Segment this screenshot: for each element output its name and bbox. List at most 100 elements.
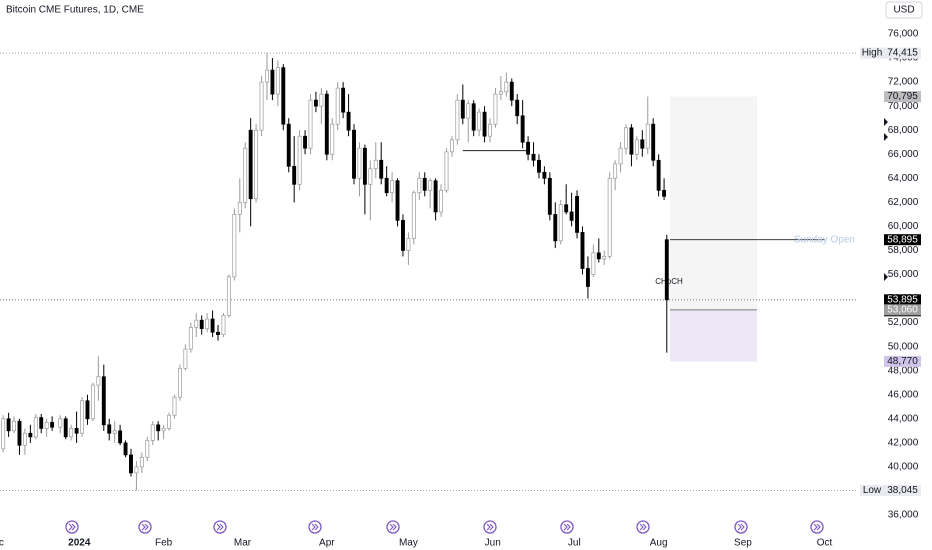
candle-body — [482, 111, 487, 137]
candle-body — [259, 81, 264, 131]
x-tick-label: May — [399, 538, 418, 549]
candle-body — [569, 211, 574, 221]
price-label-name-bg — [860, 484, 884, 496]
candle-body — [243, 147, 248, 203]
candle-body — [134, 466, 139, 474]
x-tick-label: Feb — [155, 538, 173, 549]
event-icon-arrow — [389, 523, 397, 531]
candle-body — [488, 123, 492, 137]
candle-body — [368, 168, 373, 185]
event-icon-arrow — [68, 523, 76, 531]
candle-body — [172, 396, 177, 416]
y-tick-label: 64,000 — [888, 173, 919, 184]
candle-body — [177, 367, 182, 398]
candle-body — [303, 135, 308, 149]
y-tick-label: 48,000 — [888, 365, 919, 376]
candle-body — [265, 69, 269, 83]
range-box — [670, 96, 757, 310]
candle-body — [575, 195, 579, 233]
candle-body — [199, 319, 204, 329]
candle-body — [498, 91, 503, 95]
currency[interactable]: USD — [893, 5, 914, 16]
candle-body — [585, 268, 590, 287]
candle-body — [466, 103, 471, 119]
x-tick-label: Jun — [485, 538, 501, 549]
candle-body — [401, 220, 405, 251]
candle-body — [352, 129, 356, 179]
candle-body — [390, 180, 395, 194]
price-label-name: Low — [863, 485, 882, 496]
x-tick-label: Aug — [650, 538, 668, 549]
candle-body — [520, 115, 525, 143]
candle-body — [449, 139, 454, 153]
candle-body — [12, 420, 16, 432]
y-tick-label: 44,000 — [888, 413, 919, 424]
candle-body — [471, 103, 476, 131]
price-label-bg — [884, 47, 921, 59]
candle-body — [50, 422, 55, 428]
candle-body — [85, 400, 90, 420]
candle-body — [63, 418, 68, 438]
y-tick-label: 56,000 — [888, 269, 919, 280]
price-label: 58,895 — [887, 234, 918, 245]
candle-body — [591, 252, 596, 275]
currency-box[interactable] — [885, 1, 923, 19]
candle-body — [613, 163, 618, 179]
candle-body — [139, 456, 144, 468]
candle-body — [324, 93, 329, 155]
candle-body — [537, 159, 541, 173]
candle-body — [526, 141, 531, 155]
candle-body — [308, 99, 313, 149]
event-icon-arrow — [486, 523, 494, 531]
candle-body — [90, 384, 95, 420]
price-label: 38,045 — [887, 485, 918, 496]
candle-body — [460, 99, 465, 119]
candle-body — [254, 129, 259, 200]
candle-body — [634, 139, 639, 155]
candle-body — [161, 428, 166, 432]
x-tick-label: 2024 — [68, 538, 91, 549]
price-label-bg — [884, 91, 921, 103]
candle-body — [183, 348, 188, 369]
candle-body — [96, 376, 101, 386]
candle-body — [335, 87, 340, 125]
candle-body — [433, 180, 438, 213]
candle-body — [357, 147, 362, 179]
x-tick-label: Apr — [319, 538, 335, 549]
candle-body — [542, 171, 547, 179]
y-tick-label: 52,000 — [888, 317, 919, 328]
candle-body — [477, 111, 482, 131]
candle-body — [226, 276, 231, 316]
candle-body — [58, 418, 63, 428]
y-tick-label: 76,000 — [888, 29, 919, 40]
candle-body — [411, 192, 416, 239]
candle-body — [362, 147, 367, 185]
candle-body — [558, 204, 563, 242]
x-tick-label: Dec — [0, 538, 4, 549]
candle-body — [493, 93, 498, 125]
candle-body — [194, 319, 199, 328]
sunday-open-label: Sunday Open — [794, 234, 855, 245]
candle-body — [156, 424, 161, 432]
price-label: 74,415 — [887, 48, 918, 59]
candle-body — [80, 400, 84, 434]
price-label: 53,895 — [887, 294, 918, 305]
candle-body — [129, 454, 133, 474]
candle-body — [123, 442, 128, 456]
candle-body — [232, 214, 237, 278]
candle-body — [286, 123, 291, 167]
candle-body — [509, 81, 514, 101]
candle-body — [422, 177, 427, 191]
price-label: 48,770 — [887, 356, 918, 367]
candle-body — [237, 202, 242, 215]
candle-body — [118, 430, 123, 444]
candle-body — [341, 87, 346, 113]
candle-body — [188, 327, 193, 350]
price-label: 53,060 — [887, 304, 918, 315]
y-tick-label: 72,000 — [888, 77, 919, 88]
candle-body — [664, 239, 669, 301]
candle-body — [624, 127, 628, 149]
candle-body — [384, 177, 389, 194]
